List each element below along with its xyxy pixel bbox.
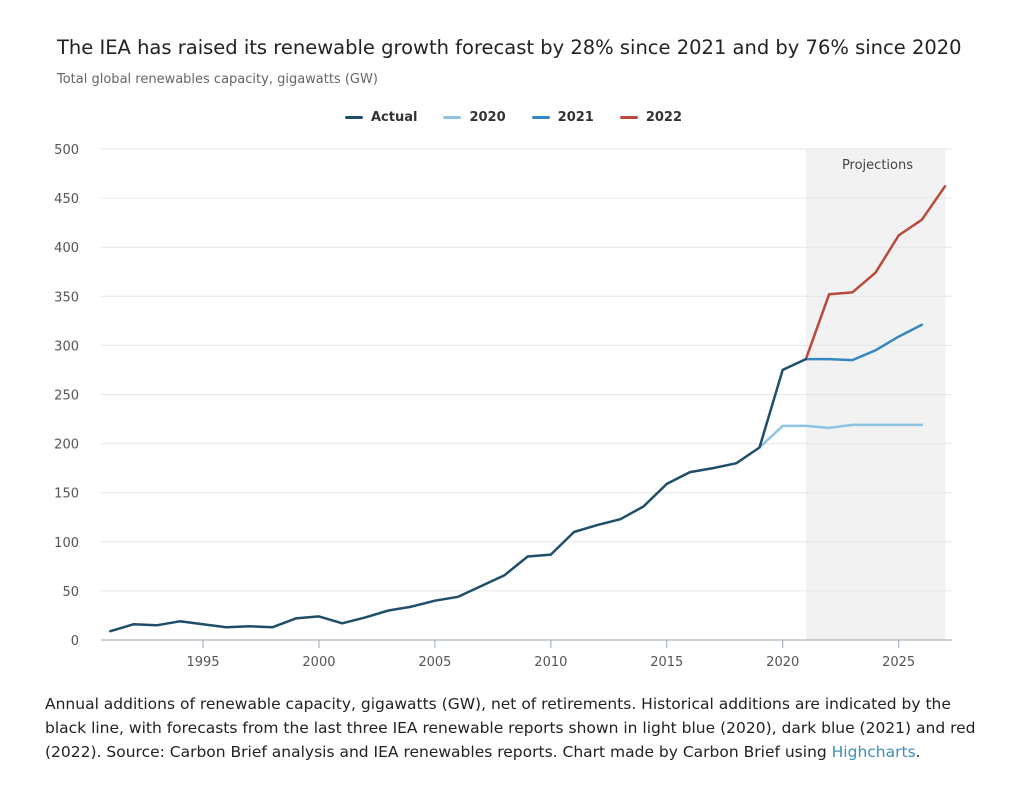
y-tick-label-150: 150 xyxy=(54,487,79,502)
legend-label-2022: 2022 xyxy=(645,110,683,125)
y-tick-label-300: 300 xyxy=(54,339,79,354)
legend-item-2020[interactable]: 2020 xyxy=(443,110,506,125)
y-tick-label-100: 100 xyxy=(54,536,79,551)
legend-swatch-2022 xyxy=(619,116,638,119)
series-line-2021 xyxy=(804,323,924,362)
y-tick-label-500: 500 xyxy=(54,143,79,158)
legend-label-actual: Actual xyxy=(371,110,418,125)
legend-swatch-2021 xyxy=(531,116,550,119)
legend-item-2022[interactable]: 2022 xyxy=(619,110,683,125)
x-tick-label-2020: 2020 xyxy=(766,655,799,670)
line-chart: Projections 0 50 100 150 200 250 300 350 400 450 50… xyxy=(54,143,952,670)
y-tick-label-200: 200 xyxy=(54,438,79,453)
series-line-2022 xyxy=(804,185,947,361)
x-tick-label-2025: 2025 xyxy=(882,655,915,670)
y-tick-label-450: 450 xyxy=(54,192,79,207)
legend-label-2020: 2020 xyxy=(469,110,506,125)
x-tick-label-1995: 1995 xyxy=(186,655,219,670)
series-line-actual xyxy=(109,357,808,633)
y-tick-label-0: 0 xyxy=(71,634,79,649)
x-tick-label-2005: 2005 xyxy=(418,655,451,670)
legend-item-actual[interactable]: Actual xyxy=(345,110,417,125)
projection-label: Projections xyxy=(842,158,913,173)
series-line-2020 xyxy=(758,423,924,449)
highcharts-link[interactable]: Highcharts xyxy=(831,743,916,761)
x-tick-label-2015: 2015 xyxy=(650,655,683,670)
chart-title: The IEA has raised its renewable growth … xyxy=(57,36,962,59)
caption-end: . xyxy=(915,743,921,761)
legend-swatch-actual xyxy=(345,116,363,119)
legend-label-2021: 2021 xyxy=(557,110,594,125)
y-tick-label-350: 350 xyxy=(54,290,79,305)
chart-subtitle: Total global renewables capacity, gigawa… xyxy=(57,72,378,87)
x-tick-label-2000: 2000 xyxy=(302,655,335,670)
legend-swatch-2020 xyxy=(443,116,462,119)
caption-text: Annual additions of renewable capacity, … xyxy=(45,695,976,761)
y-tick-label-50: 50 xyxy=(62,585,79,600)
y-tick-label-400: 400 xyxy=(54,241,79,256)
y-tick-label-250: 250 xyxy=(54,389,79,404)
chart-caption: Annual additions of renewable capacity, … xyxy=(45,692,985,764)
x-tick-label-2010: 2010 xyxy=(534,655,567,670)
legend: Actual 2020 2021 2022 xyxy=(345,110,708,125)
legend-item-2021[interactable]: 2021 xyxy=(531,110,594,125)
